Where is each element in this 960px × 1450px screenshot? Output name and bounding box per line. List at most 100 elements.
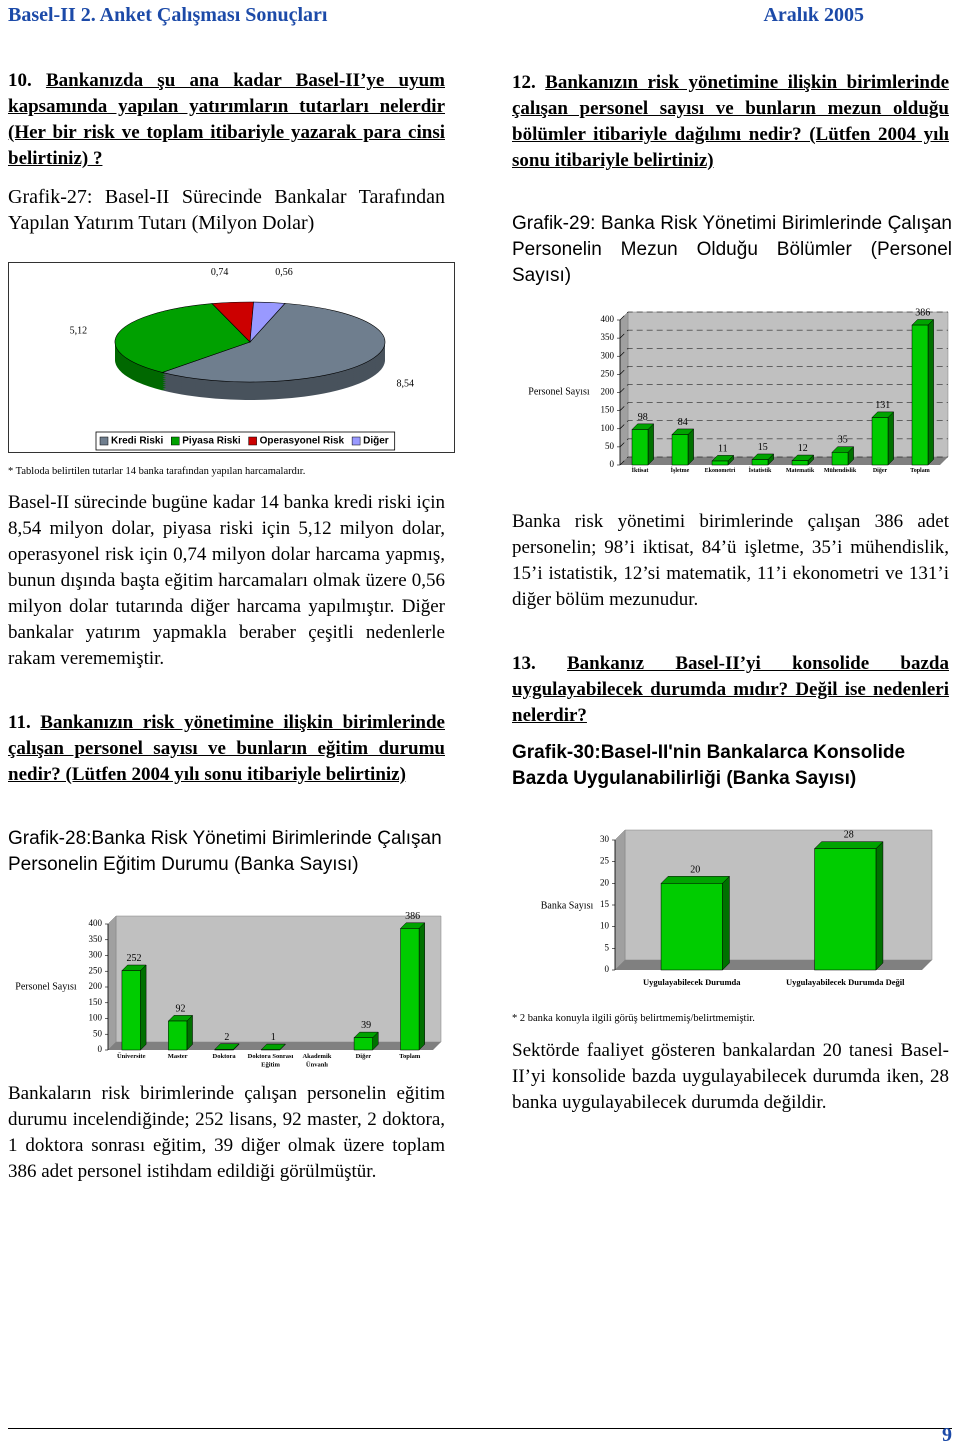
grid-line xyxy=(619,329,948,339)
x-tick-label: Ekonometri xyxy=(705,468,736,474)
back-wall xyxy=(115,915,442,1043)
question-number: 10. xyxy=(8,70,32,91)
y-tick-label: 300 xyxy=(601,350,615,360)
x-tick-label: Uygulayabilecek Durumda Değil xyxy=(786,977,905,987)
data-label: 35 xyxy=(838,435,848,446)
bar xyxy=(911,324,929,466)
question-text: Bankanız Basel-II’yi konsolide bazda uyg… xyxy=(512,653,949,726)
paragraph: Sektörde faaliyet gösteren bankalardan 2… xyxy=(512,1040,949,1113)
y-tick-label: 200 xyxy=(601,387,615,397)
bar xyxy=(814,848,877,971)
data-label: 2 xyxy=(224,1032,229,1043)
y-axis-label: Banka Sayısı xyxy=(541,900,594,911)
y-tick-label: 250 xyxy=(601,368,615,378)
bar xyxy=(671,434,689,466)
question: 11. Bankanızın risk yönetimine ilişkin b… xyxy=(8,710,445,788)
paragraph: Basel-II sürecinde bugüne kadar 14 banka… xyxy=(8,492,445,669)
bar xyxy=(711,460,729,466)
page-number: 9 xyxy=(942,1424,952,1446)
bar-chart: 0 5 10 15 20 25 30 Banka Sayısı Uygulayabilecek … xyxy=(541,829,933,987)
x-tick-label: Diğer xyxy=(356,1053,372,1060)
floor xyxy=(620,457,948,465)
y-tick-label: 15 xyxy=(600,899,610,909)
y-tick-label: 100 xyxy=(89,1013,103,1023)
question-text: Bankanızda şu ana kadar Basel-II’ye uyum… xyxy=(8,70,445,169)
chart-frame xyxy=(8,262,455,453)
grid-line xyxy=(619,384,948,393)
legend-box xyxy=(95,431,396,451)
y-tick-label: 50 xyxy=(605,441,615,451)
question-number: 11. xyxy=(8,712,31,733)
y-tick-label: 150 xyxy=(601,405,615,415)
bar-side xyxy=(647,423,654,466)
data-label: 252 xyxy=(127,953,142,964)
data-label: 8,54 xyxy=(397,379,415,390)
data-label: 0,74 xyxy=(211,267,229,278)
y-tick-label: 0 xyxy=(98,1044,103,1054)
bar-chart: 0 50 100 150 200 250 300 350 400 Personel Sayısı İ… xyxy=(528,307,949,474)
bar xyxy=(660,883,723,971)
legend-swatch xyxy=(248,436,257,446)
bar-side xyxy=(418,922,425,1051)
y-tick-label: 10 xyxy=(600,921,610,931)
y-tick-label: 350 xyxy=(601,332,615,342)
data-label: 98 xyxy=(638,412,648,423)
grid-line xyxy=(619,311,948,321)
y-tick-label: 0 xyxy=(605,964,610,974)
y-axis-label: Personel Sayısı xyxy=(528,386,590,397)
bar xyxy=(751,459,769,466)
figure-title: Grafik-28:Banka Risk Yönetimi Birimlerin… xyxy=(8,828,442,875)
data-label: 386 xyxy=(405,911,420,922)
bar xyxy=(871,417,889,466)
x-tick-label: İktisat xyxy=(632,467,649,474)
header-date: Aralık 2005 xyxy=(763,4,864,26)
bar-top xyxy=(813,841,884,849)
data-label: 386 xyxy=(915,307,930,318)
data-label: 1 xyxy=(271,1032,276,1043)
bar xyxy=(353,1037,373,1051)
data-label: 39 xyxy=(361,1020,371,1031)
x-tick-label: Toplam xyxy=(399,1053,421,1060)
x-tick-label: Toplam xyxy=(910,468,929,474)
x-tick-label: İşletme xyxy=(671,467,690,474)
y-tick-label: 250 xyxy=(89,965,103,975)
bar xyxy=(831,452,849,466)
bar-side xyxy=(887,411,894,466)
grid-line xyxy=(619,420,948,429)
y-tick-label: 100 xyxy=(601,423,615,433)
footer-rule xyxy=(8,1428,952,1429)
bar-side xyxy=(186,1014,193,1051)
question-text: Bankanızın risk yönetimine ilişkin birim… xyxy=(8,712,445,785)
figure-note: * 2 banka konuyla ilgili görüş belirtmem… xyxy=(512,1013,755,1024)
bar-side xyxy=(722,875,730,971)
legend-label: Piyasa Riski xyxy=(182,436,241,447)
y-tick-label: 30 xyxy=(600,834,610,844)
legend-swatch xyxy=(351,436,361,446)
grid-line xyxy=(619,347,948,357)
data-label: 0,56 xyxy=(275,267,293,278)
x-tick-label: Matematik xyxy=(786,468,815,474)
figure-note: * Tabloda belirtilen tutarlar 14 banka t… xyxy=(8,466,306,477)
data-label: 12 xyxy=(798,443,808,454)
bar xyxy=(214,1049,234,1051)
y-tick-label: 50 xyxy=(93,1028,103,1038)
y-tick-label: 200 xyxy=(89,981,103,991)
legend-swatch xyxy=(99,436,109,446)
pie-slice xyxy=(161,303,386,383)
figure-title: Grafik-29: Banka Risk Yönetimi Birimleri… xyxy=(512,213,952,286)
x-tick-label: Master xyxy=(168,1053,188,1060)
data-label: 15 xyxy=(758,442,768,453)
question-number: 13. xyxy=(512,653,536,674)
data-label: 11 xyxy=(718,443,728,454)
data-label: 20 xyxy=(690,864,700,875)
paragraph: Banka risk yönetimi birimlerinde çalışan… xyxy=(512,511,949,610)
grid-line xyxy=(619,402,948,411)
y-tick-label: 20 xyxy=(600,877,610,887)
question: 12. Bankanızın risk yönetimine ilişkin b… xyxy=(512,70,949,174)
data-label: 131 xyxy=(875,400,890,411)
pie-slice xyxy=(114,303,251,373)
data-label: 84 xyxy=(678,417,688,428)
side-wall xyxy=(107,915,117,1051)
bar-side xyxy=(687,428,694,466)
